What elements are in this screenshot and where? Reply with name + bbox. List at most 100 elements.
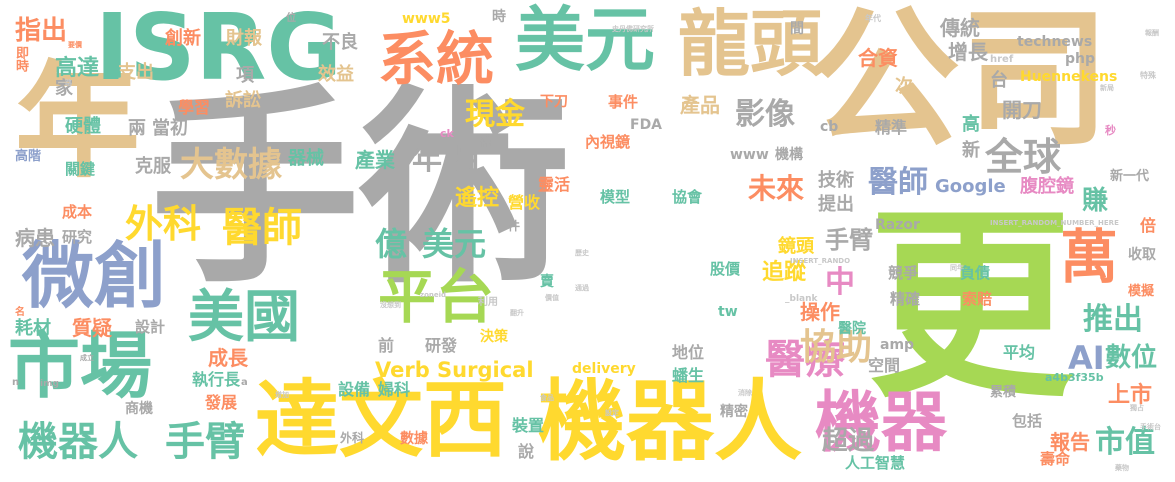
word-shangshi: 上市 xyxy=(1108,383,1153,408)
word-a: a xyxy=(241,377,248,388)
word-liyong: 利用 xyxy=(478,297,498,308)
word-yi: 億 xyxy=(375,225,408,263)
word-jian: 間 xyxy=(790,21,804,37)
word-tichu: 提出 xyxy=(818,194,854,215)
word-href: href xyxy=(990,54,1014,65)
word-chanpin: 產品 xyxy=(680,93,720,117)
word-insert-random-full: INSERT_RANDOM_NUMBER_HERE xyxy=(990,219,1119,227)
word-dangchu: 當初 xyxy=(152,118,188,139)
word-shouming: 壽命 xyxy=(1040,450,1071,468)
word-zengjia: 增加 xyxy=(275,391,289,399)
word-shijian: 事件 xyxy=(608,93,639,111)
word-shoushu: 手術 xyxy=(150,67,571,312)
word-chuangxin: 創新 xyxy=(165,28,201,49)
word-yilu: 一路 xyxy=(58,79,72,87)
word-yingxiang: 影像 xyxy=(735,97,795,132)
word-longtou: 龍頭 xyxy=(678,2,823,86)
word-xiaoyi: 效益 xyxy=(318,64,354,85)
word-img: img xyxy=(40,379,59,389)
word-cb: cb xyxy=(820,119,839,135)
word-jiqiren-big: 機器人 xyxy=(538,370,803,473)
word-tai: 台 xyxy=(990,70,1008,91)
word-wei: 位 xyxy=(286,13,296,24)
word-chanye: 產業 xyxy=(355,148,395,172)
word-jingmi: 精密 xyxy=(720,404,748,420)
word-fuqiangjing: 腹腔鏡 xyxy=(1020,176,1074,197)
word-weilai: 未來 xyxy=(748,172,805,205)
word-php: php xyxy=(1065,51,1096,67)
word-hezi: 合資 xyxy=(858,46,898,70)
word-www: www xyxy=(730,147,769,163)
word-caozuo: 操作 xyxy=(800,300,840,324)
word-nian: 年 xyxy=(15,50,140,195)
word-zengzhang: 增長 xyxy=(948,40,988,64)
word-shebei: 設備 xyxy=(338,380,371,399)
word-google: Google xyxy=(935,176,1006,197)
word-zhuangzhi: 裝置 xyxy=(512,416,545,435)
word-jiazhi: 價值 xyxy=(545,294,559,302)
word-leiji: 累積 xyxy=(990,385,1017,400)
word-yaojia: 要價 xyxy=(68,41,82,49)
word-dawenxi: 達文西 xyxy=(255,371,508,469)
word-buliang: 不良 xyxy=(322,32,358,53)
word-stanford: 史丹佛研究所 xyxy=(612,25,654,33)
word-fuke: 婦科 xyxy=(378,380,411,399)
word-bei: 倍 xyxy=(1140,216,1157,235)
word-gaojie: 高階 xyxy=(15,149,42,164)
word-moxing: 模型 xyxy=(600,188,631,206)
word-ai: AI xyxy=(1068,339,1105,377)
word-amp: amp xyxy=(880,337,915,353)
word-ck: ck xyxy=(440,127,454,140)
word-zhixingzhang: 執行長 xyxy=(192,370,241,389)
word-geng: 更 xyxy=(868,188,1073,426)
word-technews: technews xyxy=(1017,34,1093,50)
word-insert-random-short: INSERT_RANDO xyxy=(790,257,851,265)
word-shipin: 食品 xyxy=(540,394,554,402)
word-yanfa: 研發 xyxy=(425,336,458,355)
word-chuantong: 傳統 xyxy=(940,16,980,40)
word-shi: 時 xyxy=(492,9,506,25)
word-xinyidai: 新一代 xyxy=(1110,169,1150,184)
word-shu: 術 xyxy=(480,134,494,150)
word-ci: 次 xyxy=(895,76,913,97)
word-susong: 訴訟 xyxy=(225,90,261,111)
word-xiezhu: 協助 xyxy=(800,327,873,368)
word-jiqi: 機器 xyxy=(815,384,947,461)
word-zoneid: zoneid xyxy=(420,291,447,299)
word-suopei: 索賠 xyxy=(962,290,993,308)
word-pansheng: 蟠生 xyxy=(672,366,705,385)
word-fuzhai: 負債 xyxy=(960,264,991,282)
word-baokuo: 包括 xyxy=(1012,412,1043,430)
word-yishi-blue: 醫師 xyxy=(868,165,928,200)
word-quanqiu: 全球 xyxy=(985,135,1062,179)
word-chengben: 成本 xyxy=(62,203,93,221)
word-zhong: 中 xyxy=(825,265,855,300)
word-baogao: 報告 xyxy=(1050,430,1090,454)
word-meiyuan: 美元 xyxy=(515,0,655,81)
word-shangji: 商機 xyxy=(125,401,153,417)
word-shizhi: 市值 xyxy=(1095,425,1155,460)
word-miao: 秒 xyxy=(1105,124,1116,137)
word-waike: 外科 xyxy=(125,202,202,246)
word-juece: 決策 xyxy=(480,329,508,345)
word-chengli: 成立 xyxy=(80,354,94,362)
word-zhuizong: 追蹤 xyxy=(762,260,807,285)
word-jishu: 技術 xyxy=(818,170,854,191)
word-yishi-yellow: 醫師 xyxy=(222,205,302,251)
word-shuo: 說 xyxy=(518,442,535,461)
word-verb-surgical: Verb Surgical xyxy=(375,358,534,382)
word-gao: 高 xyxy=(962,114,980,135)
word-linghuo: 靈活 xyxy=(538,175,571,194)
word-xianjin: 現金 xyxy=(465,97,525,132)
word-yingshou: 營收 xyxy=(508,193,541,212)
word-xin: 新 xyxy=(962,140,980,161)
word-liang: 兩 xyxy=(128,118,146,139)
word-shuwei: 數位 xyxy=(1105,343,1158,373)
word-sheding: 設定 xyxy=(605,409,619,417)
word-isrg: ISRG xyxy=(95,0,342,101)
word-yanjiu: 研究 xyxy=(62,228,93,246)
word-jingzhun: 精準 xyxy=(875,118,908,137)
word-yaokong: 遙控 xyxy=(455,186,500,211)
word-caibao: 財報 xyxy=(226,28,262,49)
